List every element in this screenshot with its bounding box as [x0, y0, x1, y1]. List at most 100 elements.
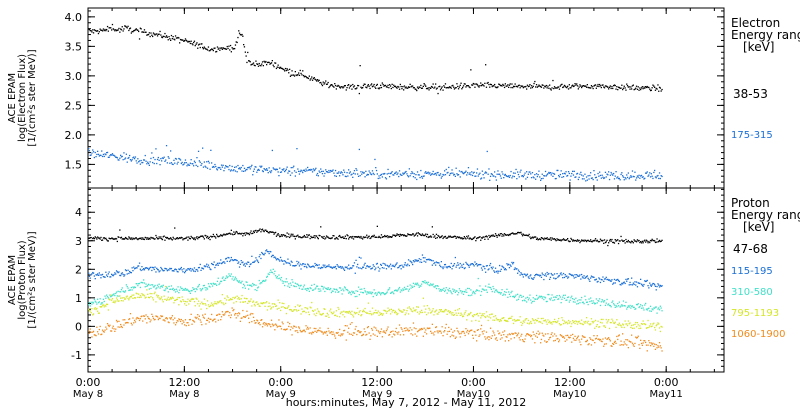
data-point — [229, 275, 231, 277]
data-point — [585, 86, 588, 88]
data-point — [112, 301, 114, 303]
data-point — [588, 240, 590, 242]
data-point — [379, 292, 381, 294]
data-point — [333, 266, 335, 268]
data-point — [136, 162, 138, 164]
data-point — [534, 275, 536, 277]
data-point — [481, 170, 483, 172]
data-point — [567, 323, 569, 325]
data-point — [375, 84, 378, 86]
data-point — [628, 284, 630, 286]
data-point — [503, 233, 506, 235]
data-point — [458, 86, 461, 88]
data-point — [539, 275, 541, 277]
data-point — [179, 320, 182, 323]
data-point — [174, 268, 176, 271]
data-point — [531, 236, 534, 238]
data-point — [603, 278, 606, 280]
data-point — [651, 238, 653, 240]
data-point — [409, 83, 411, 85]
data-point — [238, 296, 240, 299]
data-point — [480, 177, 483, 179]
data-point — [594, 279, 597, 281]
data-point — [599, 171, 601, 173]
data-point — [350, 267, 352, 270]
data-point — [108, 325, 110, 328]
data-point — [132, 317, 134, 319]
data-point — [308, 169, 310, 171]
data-point — [330, 308, 332, 310]
data-point — [373, 234, 375, 236]
data-point — [513, 296, 515, 299]
data-point — [384, 172, 386, 175]
data-point — [281, 260, 283, 262]
data-point — [414, 333, 416, 335]
data-point — [278, 259, 280, 261]
data-point — [444, 170, 446, 172]
data-point — [457, 236, 459, 238]
data-point — [394, 330, 397, 333]
data-point — [473, 314, 475, 316]
data-point — [154, 318, 156, 321]
data-point — [399, 310, 401, 312]
data-point — [476, 263, 478, 265]
data-point — [198, 236, 200, 239]
data-point — [317, 238, 319, 240]
data-point — [565, 321, 567, 323]
data-point — [375, 87, 377, 89]
data-point — [194, 290, 196, 293]
data-point — [95, 30, 97, 32]
data-point — [625, 89, 627, 91]
data-point — [152, 32, 155, 34]
data-point — [636, 88, 639, 90]
data-point — [352, 316, 355, 318]
data-point — [138, 283, 140, 285]
data-point — [541, 322, 543, 325]
data-point — [591, 177, 593, 179]
data-point — [613, 278, 616, 281]
data-point — [248, 317, 250, 319]
data-point — [367, 266, 369, 268]
data-point — [196, 268, 198, 271]
data-point — [609, 174, 611, 176]
data-point — [363, 310, 365, 313]
data-point — [438, 311, 440, 313]
data-point — [313, 169, 315, 172]
data-point — [313, 77, 315, 79]
data-point — [197, 286, 199, 288]
data-point — [468, 331, 470, 333]
data-point — [542, 237, 544, 240]
data-point — [526, 88, 528, 90]
data-point — [99, 306, 101, 308]
data-point — [310, 332, 312, 334]
data-point — [255, 301, 257, 304]
data-point — [225, 233, 228, 235]
data-point — [99, 325, 101, 328]
data-point — [184, 238, 186, 240]
data-point — [206, 300, 209, 302]
data-point — [281, 168, 283, 171]
data-point — [296, 330, 298, 332]
data-point — [567, 174, 569, 177]
data-point — [279, 302, 281, 304]
data-point — [660, 285, 662, 287]
data-point — [660, 240, 662, 242]
data-point — [330, 332, 332, 334]
data-point — [398, 265, 401, 267]
data-point — [358, 148, 360, 151]
data-point — [614, 306, 616, 308]
data-point — [534, 236, 536, 238]
data-point — [95, 335, 97, 337]
data-point — [334, 314, 337, 316]
data-point — [512, 175, 514, 177]
data-point — [576, 85, 579, 87]
data-point — [417, 260, 419, 262]
data-point — [647, 175, 649, 177]
data-point — [106, 152, 108, 154]
data-point — [489, 286, 491, 288]
data-point — [428, 89, 430, 91]
data-point — [156, 284, 159, 286]
data-point — [314, 262, 316, 265]
data-point — [581, 296, 583, 299]
data-point — [299, 304, 301, 307]
